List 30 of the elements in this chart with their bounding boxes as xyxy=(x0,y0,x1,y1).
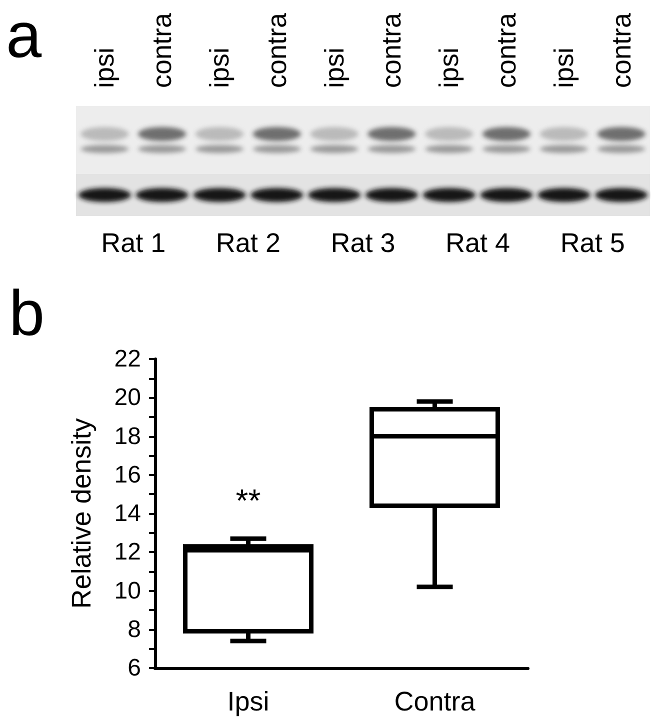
x-tick-label: Ipsi xyxy=(227,686,270,716)
text: Rat 1 xyxy=(101,228,166,258)
y-axis-title: Relative density xyxy=(66,418,96,609)
y-tick-label: 10 xyxy=(114,577,141,604)
category-label: contra xyxy=(492,12,522,88)
y-tick-label: 22 xyxy=(114,346,141,372)
text: Rat 3 xyxy=(330,228,396,258)
category-label: ipsi xyxy=(90,47,120,88)
y-tick-label: 20 xyxy=(114,384,141,412)
y-tick-label: 8 xyxy=(128,616,141,643)
y-tick-label: 18 xyxy=(114,422,141,450)
y-tick-label: 12 xyxy=(114,538,141,566)
text: Rat 2 xyxy=(216,228,280,258)
category-label: contra xyxy=(606,12,636,88)
category-label: contra xyxy=(376,12,407,88)
category-label: ipsi xyxy=(319,47,350,88)
category-label: ipsi xyxy=(434,47,464,88)
text: a xyxy=(6,0,42,71)
category-label: ipsi xyxy=(548,47,579,88)
category-label: contra xyxy=(262,12,292,88)
y-tick-label: 14 xyxy=(114,500,141,527)
y-tick-label: 6 xyxy=(128,654,141,682)
category-label: contra xyxy=(147,12,178,88)
text: Rat 5 xyxy=(560,228,625,258)
x-tick-label: Contra xyxy=(394,686,476,716)
chart-title: b xyxy=(9,277,45,349)
text: Rat 4 xyxy=(446,228,510,258)
y-tick-label: 16 xyxy=(114,461,141,488)
category-label: ipsi xyxy=(204,47,234,88)
annotation: ** xyxy=(236,482,261,519)
